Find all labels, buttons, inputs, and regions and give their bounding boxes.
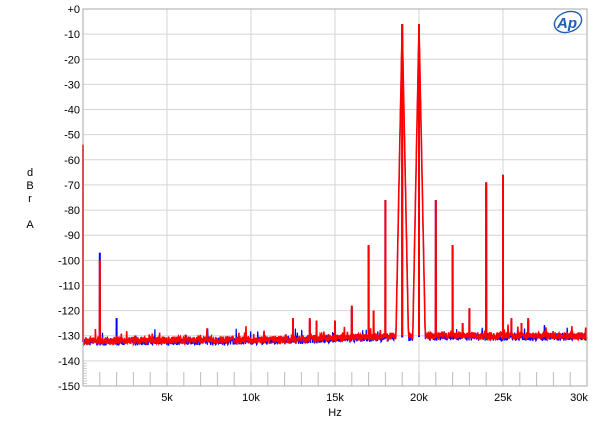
svg-text:Ap: Ap xyxy=(556,15,577,32)
y-axis-label-char: B xyxy=(26,180,33,192)
y-tick-label: -90 xyxy=(64,230,80,242)
y-tick-labels: +0 -10 -20 -30 -40 -50 -60 -70 -80 -90 -100 -110 -12… xyxy=(58,4,80,393)
x-tick-label: 15k xyxy=(326,392,344,404)
y-tick-label: -130 xyxy=(58,331,80,343)
y-tick-label: -50 xyxy=(64,130,80,142)
y-tick-label: -70 xyxy=(64,180,80,192)
x-tick-labels: 5k 10k 15k 20k 25k 30k xyxy=(161,392,588,404)
y-tick-label: +0 xyxy=(67,4,80,16)
y-axis-label-char: d xyxy=(27,167,33,179)
y-tick-label: -60 xyxy=(64,155,80,167)
y-tick-label: -10 xyxy=(64,29,80,41)
y-axis-label: dBr A xyxy=(26,167,34,231)
x-tick-label: 5k xyxy=(161,392,173,404)
x-tick-label: 10k xyxy=(242,392,260,404)
x-axis-label: Hz xyxy=(328,407,341,419)
y-tick-label: -150 xyxy=(58,381,80,393)
y-tick-label: -80 xyxy=(64,205,80,217)
ap-logo: Ap xyxy=(553,10,583,34)
y-tick-label: -100 xyxy=(58,255,80,267)
y-tick-label: -120 xyxy=(58,306,80,318)
y-axis-label-char: A xyxy=(26,219,34,231)
plot-frame xyxy=(82,8,588,387)
series-group xyxy=(82,24,588,347)
y-tick-label: -40 xyxy=(64,105,80,117)
y-tick-label: -140 xyxy=(58,356,80,368)
y-tick-label: -30 xyxy=(64,79,80,91)
x-tick-label: 25k xyxy=(494,392,512,404)
x-tick-label: 30k xyxy=(570,392,588,404)
y-tick-label: -20 xyxy=(64,54,80,66)
x-tick-label: 20k xyxy=(410,392,428,404)
y-axis-label-char: r xyxy=(28,193,32,205)
y-tick-label: -110 xyxy=(59,280,80,292)
